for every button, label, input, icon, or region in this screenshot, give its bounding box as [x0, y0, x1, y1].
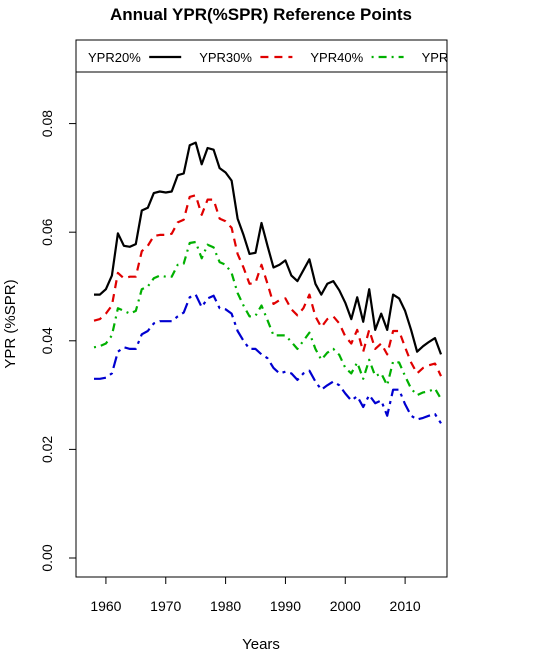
legend-label: YPR — [422, 50, 449, 65]
y-tick-label: 0.00 — [39, 544, 55, 571]
y-tick-label: 0.04 — [39, 327, 55, 354]
x-axis: 1960 1970 1980 1990 2000 2010 — [90, 577, 421, 614]
y-tick-label: 0.02 — [39, 436, 55, 463]
series-line-1 — [94, 141, 443, 355]
y-tick-label: 0.06 — [39, 218, 55, 245]
y-axis: 0.00 0.02 0.04 0.06 0.08 — [39, 110, 76, 572]
series-line-3 — [93, 240, 442, 400]
x-axis-label: Years — [242, 636, 280, 653]
series-group — [93, 141, 443, 424]
legend-label: YPR30% — [199, 50, 252, 65]
x-tick-label: 2010 — [390, 598, 421, 614]
y-tick-label: 0.08 — [39, 110, 55, 137]
x-tick-label: 2000 — [330, 598, 361, 614]
legend: YPR20% YPR30% YPR40% YPR — [88, 50, 449, 65]
series-line-4 — [94, 293, 442, 424]
x-tick-label: 1970 — [150, 598, 181, 614]
legend-label: YPR20% — [88, 50, 141, 65]
series-line-2 — [93, 194, 442, 377]
x-tick-label: 1980 — [210, 598, 241, 614]
x-tick-label: 1960 — [90, 598, 121, 614]
legend-label: YPR40% — [310, 50, 363, 65]
plot-frame — [75, 71, 448, 578]
legend-entries: YPR20% YPR30% YPR40% YPR — [88, 50, 449, 65]
x-tick-label: 1990 — [270, 598, 301, 614]
y-axis-label: YPR (%SPR) — [2, 279, 19, 368]
chart-title: Annual YPR(%SPR) Reference Points — [110, 5, 412, 24]
